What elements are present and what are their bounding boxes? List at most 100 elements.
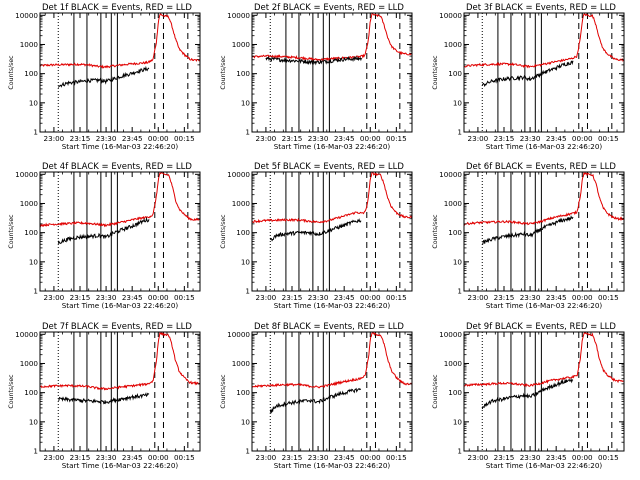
y-tick-label: 1 (33, 447, 38, 456)
x-tick-label: 00:15 (598, 134, 619, 143)
y-tick-label: 10000 (439, 11, 462, 20)
y-tick-label: 10 (241, 98, 251, 107)
y-tick-label: 1 (457, 287, 462, 296)
events-series-line (57, 216, 150, 245)
x-axis-label: Start Time (16-Mar-03 22:46:20) (274, 301, 391, 310)
lld-series-line (464, 172, 624, 226)
x-tick-label: 23:30 (520, 134, 541, 143)
x-tick-label: 23:30 (520, 453, 541, 462)
lld-series-line (252, 13, 412, 62)
y-tick-label: 10000 (15, 11, 38, 20)
y-axis-label: Counts/sec (8, 214, 15, 249)
x-tick-label: 23:00 (44, 134, 65, 143)
x-tick-label: 23:00 (44, 293, 65, 302)
y-tick-label: 100 (448, 69, 462, 78)
y-tick-label: 100 (448, 388, 462, 397)
x-tick-label: 00:00 (360, 293, 381, 302)
y-tick-label: 1000 (444, 359, 463, 368)
y-tick-label: 10000 (227, 170, 250, 179)
detector-panel-5: Det 5f BLACK = Events, RED = LLD 1 10 100 10… (220, 162, 413, 310)
lld-series-line (464, 332, 624, 388)
detector-panel-3: Det 3f BLACK = Events, RED = LLD 1 10 100 10… (432, 3, 625, 151)
x-tick-label: 23:00 (256, 453, 277, 462)
x-tick-label: 00:00 (572, 453, 593, 462)
y-tick-label: 1 (457, 447, 462, 456)
panel-title: Det 3f BLACK = Events, RED = LLD (466, 3, 616, 13)
x-axis-label: Start Time (16-Mar-03 22:46:20) (274, 142, 391, 151)
x-axis-label: Start Time (16-Mar-03 22:46:20) (274, 461, 391, 470)
x-tick-label: 00:15 (386, 453, 407, 462)
x-tick-label: 23:00 (468, 134, 489, 143)
x-tick-label: 00:00 (360, 134, 381, 143)
x-tick-label: 00:00 (572, 293, 593, 302)
x-tick-label: 23:00 (44, 453, 65, 462)
x-tick-label: 23:30 (96, 293, 117, 302)
y-tick-label: 100 (236, 69, 250, 78)
panel-title: Det 4f BLACK = Events, RED = LLD (42, 162, 192, 172)
y-tick-label: 10000 (227, 11, 250, 20)
y-tick-label: 100 (24, 388, 38, 397)
events-series-line (481, 60, 574, 88)
y-axis-label: Counts/sec (220, 55, 227, 90)
panel-title: Det 7f BLACK = Events, RED = LLD (42, 322, 192, 332)
y-tick-label: 1 (33, 128, 38, 137)
detector-panel-8: Det 8f BLACK = Events, RED = LLD 1 10 100 10… (220, 322, 413, 470)
panel-title: Det 1f BLACK = Events, RED = LLD (42, 3, 192, 13)
plot-frame (39, 12, 201, 133)
y-tick-label: 10000 (439, 170, 462, 179)
x-tick-label: 23:45 (334, 293, 355, 302)
x-tick-label: 23:15 (70, 293, 91, 302)
x-tick-label: 00:00 (148, 293, 169, 302)
y-axis-label: Counts/sec (432, 214, 439, 249)
x-axis-label: Start Time (16-Mar-03 22:46:20) (62, 142, 179, 151)
x-axis-label: Start Time (16-Mar-03 22:46:20) (486, 301, 603, 310)
events-series-line (58, 392, 150, 405)
lld-series-line (40, 13, 200, 69)
plot-frame (463, 12, 625, 133)
detector-panel-4: Det 4f BLACK = Events, RED = LLD 1 10 100 10… (8, 162, 201, 310)
y-tick-label: 10 (29, 417, 39, 426)
plot-frame (251, 12, 413, 133)
panel-title: Det 5f BLACK = Events, RED = LLD (254, 162, 404, 172)
x-tick-label: 23:00 (256, 293, 277, 302)
y-tick-label: 10 (241, 257, 251, 266)
y-tick-label: 100 (236, 388, 250, 397)
y-tick-label: 1000 (232, 359, 251, 368)
y-tick-label: 10 (29, 257, 39, 266)
lld-series-line (252, 172, 412, 224)
x-tick-label: 23:30 (96, 453, 117, 462)
x-tick-label: 23:00 (468, 453, 489, 462)
x-tick-label: 00:00 (360, 453, 381, 462)
y-tick-label: 1000 (20, 40, 39, 49)
y-tick-label: 1000 (444, 40, 463, 49)
y-axis-label: Counts/sec (8, 374, 15, 409)
y-tick-label: 100 (236, 228, 250, 237)
y-axis-label: Counts/sec (220, 374, 227, 409)
y-tick-label: 1 (245, 287, 250, 296)
x-tick-label: 23:45 (122, 293, 143, 302)
x-tick-label: 23:15 (494, 453, 515, 462)
x-tick-label: 00:00 (572, 134, 593, 143)
events-series-line (482, 215, 574, 245)
plot-frame (251, 331, 413, 452)
y-tick-label: 10 (29, 98, 39, 107)
x-tick-label: 23:45 (546, 134, 567, 143)
x-tick-label: 23:30 (96, 134, 117, 143)
y-tick-label: 1000 (444, 199, 463, 208)
y-tick-label: 100 (24, 69, 38, 78)
y-tick-label: 1 (457, 128, 462, 137)
x-tick-label: 23:45 (122, 453, 143, 462)
x-tick-label: 00:15 (174, 453, 195, 462)
detector-panel-6: Det 6f BLACK = Events, RED = LLD 1 10 100 10… (432, 162, 625, 310)
x-axis-label: Start Time (16-Mar-03 22:46:20) (486, 461, 603, 470)
x-tick-label: 23:30 (308, 453, 329, 462)
y-tick-label: 10000 (15, 170, 38, 179)
panel-title: Det 6f BLACK = Events, RED = LLD (466, 162, 616, 172)
y-axis-label: Counts/sec (432, 55, 439, 90)
plot-frame (39, 331, 201, 452)
lld-series-line (252, 332, 412, 389)
x-axis-label: Start Time (16-Mar-03 22:46:20) (62, 461, 179, 470)
x-tick-label: 23:00 (256, 134, 277, 143)
x-tick-label: 23:15 (282, 134, 303, 143)
y-tick-label: 100 (24, 228, 38, 237)
